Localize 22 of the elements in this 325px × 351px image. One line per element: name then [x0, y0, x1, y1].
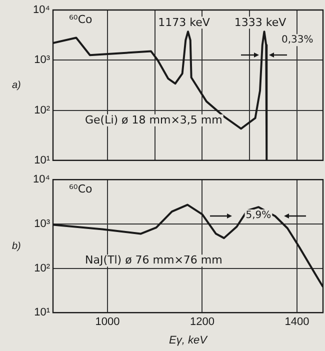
x-tick-label: 1400: [284, 316, 310, 328]
y-tick-label: 10⁴: [33, 4, 50, 16]
annotation: ⁶⁰Co: [69, 12, 92, 26]
annotation: 1333 keV: [234, 16, 287, 30]
y-tick-label: 10²: [34, 104, 50, 116]
annotation: NaJ(Tl) ø 76 mm×76 mm: [85, 253, 222, 266]
y-tick-label: 10³: [34, 54, 50, 66]
annotation: Ge(Li) ø 18 mm×3,5 mm: [85, 113, 222, 126]
y-tick-label: 10²: [34, 262, 50, 274]
y-tick-label: 10¹: [34, 154, 50, 166]
text: a): [12, 80, 21, 91]
x-axis-title: Eγ, keV: [169, 334, 209, 346]
text: b): [12, 240, 21, 252]
annotation: 0,33%: [281, 34, 314, 46]
y-tick-label: 10³: [34, 218, 50, 230]
annotation: 5,9%: [246, 210, 272, 222]
y-tick-label: 10⁴: [33, 174, 50, 186]
annotation: 1173 keV: [158, 16, 210, 30]
x-tick-label: 1000: [95, 316, 120, 328]
y-tick-label: 10¹: [34, 306, 50, 319]
x-tick-label: 1200: [190, 316, 214, 328]
annotation: ⁶⁰Co: [69, 182, 92, 196]
